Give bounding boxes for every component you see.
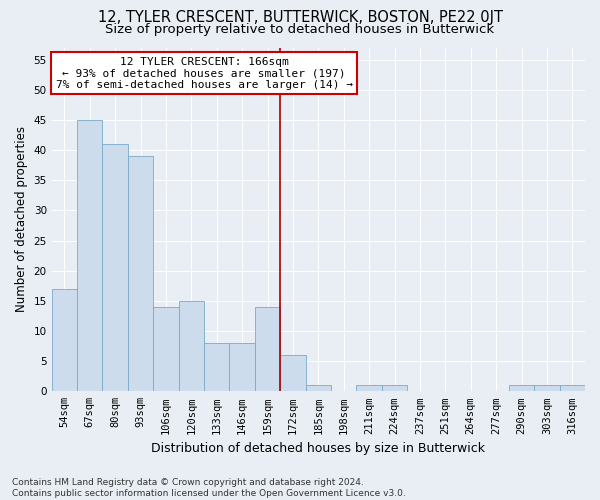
- Bar: [77, 120, 103, 392]
- Bar: [153, 307, 179, 392]
- Bar: [179, 301, 204, 392]
- Bar: [255, 307, 280, 392]
- Bar: [534, 386, 560, 392]
- Bar: [128, 156, 153, 392]
- Bar: [280, 355, 305, 392]
- Bar: [382, 386, 407, 392]
- Bar: [204, 343, 229, 392]
- Bar: [509, 386, 534, 392]
- Bar: [103, 144, 128, 392]
- Bar: [52, 289, 77, 392]
- X-axis label: Distribution of detached houses by size in Butterwick: Distribution of detached houses by size …: [151, 442, 485, 455]
- Text: 12, TYLER CRESCENT, BUTTERWICK, BOSTON, PE22 0JT: 12, TYLER CRESCENT, BUTTERWICK, BOSTON, …: [97, 10, 503, 25]
- Text: Size of property relative to detached houses in Butterwick: Size of property relative to detached ho…: [106, 22, 494, 36]
- Text: 12 TYLER CRESCENT: 166sqm
← 93% of detached houses are smaller (197)
7% of semi-: 12 TYLER CRESCENT: 166sqm ← 93% of detac…: [56, 56, 353, 90]
- Bar: [560, 386, 585, 392]
- Y-axis label: Number of detached properties: Number of detached properties: [15, 126, 28, 312]
- Bar: [229, 343, 255, 392]
- Text: Contains HM Land Registry data © Crown copyright and database right 2024.
Contai: Contains HM Land Registry data © Crown c…: [12, 478, 406, 498]
- Bar: [356, 386, 382, 392]
- Bar: [305, 386, 331, 392]
